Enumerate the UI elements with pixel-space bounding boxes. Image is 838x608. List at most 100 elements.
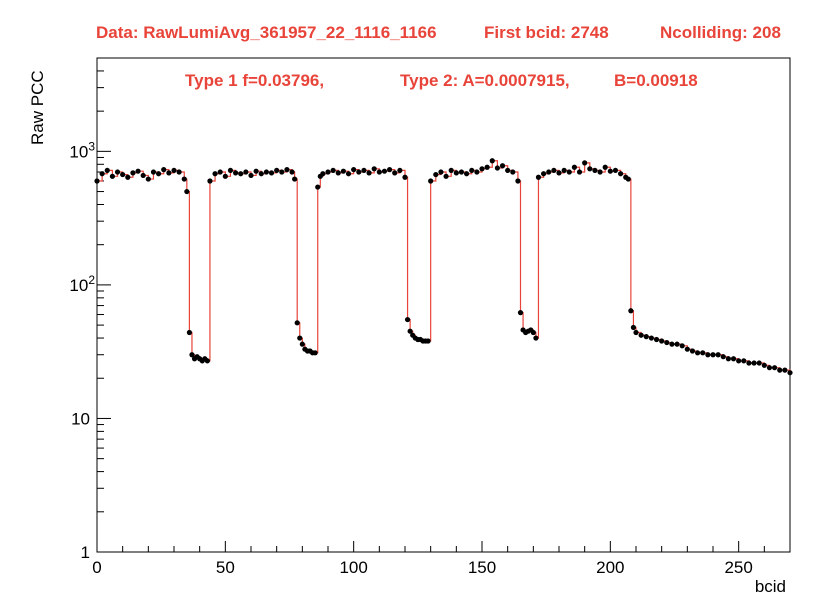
data-point	[222, 173, 228, 179]
data-point	[212, 171, 218, 177]
data-point	[140, 172, 146, 179]
data-point	[551, 167, 557, 174]
data-point	[720, 354, 726, 360]
data-point	[189, 352, 195, 358]
data-point	[340, 168, 346, 174]
data-point	[181, 176, 187, 182]
fit-layer	[97, 160, 791, 373]
data-point	[715, 352, 721, 358]
y-tick-label: 103	[69, 139, 95, 161]
ncolliding-label: Ncolliding: 208	[660, 23, 781, 42]
data-point	[238, 171, 244, 177]
data-point	[156, 171, 162, 177]
data-point	[397, 167, 403, 174]
data-point	[464, 171, 470, 177]
data-point	[648, 335, 655, 341]
data-point	[664, 339, 670, 346]
data-point	[335, 170, 341, 176]
x-tick-label: 150	[468, 558, 496, 577]
data-point	[204, 358, 210, 364]
data-point	[233, 170, 239, 176]
data-point	[227, 167, 234, 174]
data-point	[479, 166, 485, 172]
data-point	[438, 169, 444, 175]
data-point	[366, 170, 372, 176]
data-point	[541, 171, 547, 177]
fit-line	[97, 160, 791, 373]
x-tick-label: 200	[596, 558, 624, 577]
data-point	[607, 168, 613, 174]
data-point	[125, 174, 131, 180]
type2-fit-label: Type 2: A=0.0007915,	[400, 71, 570, 90]
data-point	[279, 169, 285, 175]
data-point	[402, 174, 408, 180]
data-point	[292, 176, 298, 182]
data-point	[602, 164, 608, 170]
data-point	[433, 171, 439, 178]
data-point	[351, 167, 357, 173]
data-point	[120, 171, 126, 178]
data-point	[268, 170, 275, 176]
data-point	[345, 171, 352, 177]
data-point	[448, 167, 454, 174]
data-point	[325, 169, 331, 175]
data-point	[736, 358, 742, 364]
x-tick-label: 50	[216, 558, 235, 577]
x-tick-label: 100	[339, 558, 367, 577]
data-point	[730, 356, 737, 362]
data-point	[150, 169, 157, 175]
data-point	[582, 160, 588, 166]
data-point	[428, 178, 434, 184]
data-point	[782, 367, 788, 373]
data-point	[176, 169, 182, 175]
data-point	[263, 169, 269, 175]
type1-fit-label: Type 1 f=0.03796,	[185, 71, 325, 90]
data-point	[361, 167, 367, 174]
data-point	[515, 178, 521, 184]
data-point	[561, 167, 567, 174]
data-point	[576, 169, 583, 175]
data-point	[705, 352, 711, 358]
y-tick-label: 1	[81, 543, 90, 562]
data-point	[289, 169, 295, 175]
axes: 0 50 100 150 200 250 1 10 102 103	[69, 57, 791, 577]
data-point	[628, 308, 634, 314]
data-point	[104, 167, 110, 174]
data-point	[145, 176, 151, 182]
data-point	[299, 341, 305, 347]
data-point	[674, 341, 680, 347]
data-point	[425, 338, 431, 344]
data-point	[787, 370, 793, 376]
data-point	[243, 169, 249, 175]
data-point	[597, 169, 603, 175]
data-point	[404, 316, 411, 323]
data-point	[679, 343, 685, 349]
y-tick-label: 102	[69, 273, 95, 295]
data-point	[751, 360, 757, 366]
data-point	[274, 167, 280, 174]
data-point	[114, 169, 121, 175]
data-point	[171, 167, 177, 174]
data-point	[695, 350, 701, 356]
data-point	[407, 328, 413, 334]
data-point	[766, 365, 773, 371]
data-point	[612, 167, 619, 174]
data-point	[443, 173, 449, 179]
data-point	[207, 178, 213, 184]
data-point	[217, 169, 223, 175]
data-point	[381, 168, 388, 174]
data-point	[592, 167, 598, 174]
data-point	[633, 329, 639, 336]
data-point	[330, 167, 336, 174]
data-label: Data: RawLumiAvg_361957_22_1116_1166	[96, 23, 437, 42]
points-layer	[94, 158, 793, 376]
data-point	[510, 169, 516, 175]
data-point	[761, 362, 767, 368]
data-point	[494, 165, 500, 171]
data-point	[489, 158, 495, 164]
data-point	[184, 188, 190, 195]
data-point	[499, 163, 506, 169]
data-point	[315, 184, 321, 190]
data-point	[556, 170, 562, 176]
data-point	[458, 169, 465, 175]
